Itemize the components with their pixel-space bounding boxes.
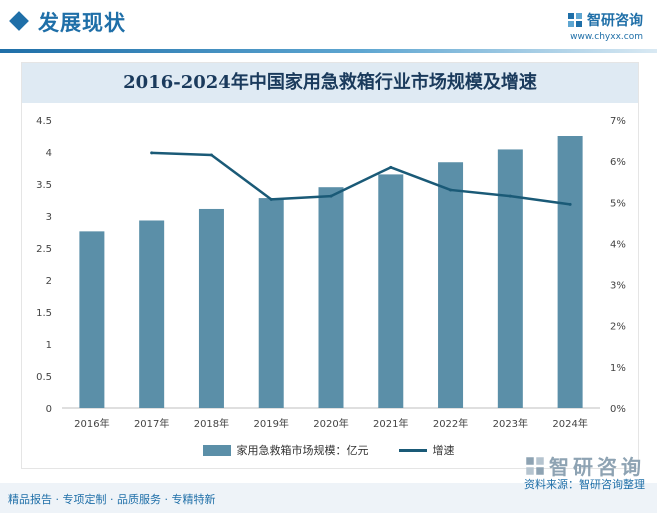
chart-plot: 0 0.5 1 1.5 2 2.5 3 3.5 4 4.5 0% 1% 2% 3% 4% 5% 6% 7% 2016… <box>36 116 626 430</box>
footer-source: 资料来源：智研咨询整理 <box>524 478 645 491</box>
brand-url: www.chyxx.com <box>570 32 643 42</box>
x-axis-tick-label: 2017年 <box>134 417 169 430</box>
footer-brand-name: 智研咨询 <box>549 455 645 479</box>
growth-point <box>389 165 393 169</box>
x-axis-tick-label: 2023年 <box>493 417 528 430</box>
page-header: 发展现状 智研咨询 www.chyxx.com <box>0 0 657 53</box>
section-title: 发展现状 <box>38 11 126 35</box>
left-axis-tick-label: 1.5 <box>36 308 52 319</box>
x-axis-tick-label: 2019年 <box>253 417 288 430</box>
right-axis-tick-label: 2% <box>610 322 626 333</box>
bar <box>318 187 344 408</box>
left-axis-tick-label: 4.5 <box>36 116 52 127</box>
footer-tagline: 精品报告 · 专项定制 · 品质服务 · 专精特新 <box>8 493 216 506</box>
bar <box>198 208 224 408</box>
bar <box>438 162 464 408</box>
footer-brand: 智研咨询 <box>525 451 645 480</box>
bar <box>378 174 404 408</box>
right-axis-tick-label: 4% <box>610 239 626 250</box>
x-axis-tick-label: 2021年 <box>373 417 408 430</box>
x-axis-tick-label: 2022年 <box>433 417 468 430</box>
x-axis-tick-label: 2018年 <box>194 417 229 430</box>
growth-point <box>150 151 154 155</box>
legend-label-bar: 家用急救箱市场规模：亿元 <box>236 444 369 457</box>
legend-item-bar: 家用急救箱市场规模：亿元 <box>202 442 369 458</box>
bar <box>497 149 523 408</box>
bar <box>79 231 105 408</box>
page-footer: 精品报告 · 专项定制 · 品质服务 · 专精特新 <box>0 483 657 513</box>
chart-legend: 家用急救箱市场规模：亿元 增速 <box>0 442 657 458</box>
right-axis-tick-label: 1% <box>610 363 626 374</box>
header-divider <box>0 49 657 53</box>
growth-point <box>209 153 213 157</box>
growth-point <box>449 188 453 192</box>
right-axis-tick-label: 7% <box>610 116 626 127</box>
left-axis-tick-label: 2.5 <box>36 244 52 255</box>
growth-point <box>568 202 572 206</box>
legend-swatch-line <box>398 448 427 452</box>
x-axis-tick-label: 2020年 <box>313 417 348 430</box>
growth-point <box>329 194 333 198</box>
legend-swatch-bar <box>202 444 231 456</box>
left-axis-tick-label: 3.5 <box>36 180 52 191</box>
right-axis-tick-label: 6% <box>610 157 626 168</box>
left-axis-tick-label: 4 <box>46 148 52 159</box>
chart-title: 2016-2024年中国家用急救箱行业市场规模及增速 <box>123 72 537 93</box>
left-axis-tick-label: 0 <box>46 404 52 415</box>
bar <box>557 136 583 408</box>
left-axis-tick-label: 2 <box>46 276 52 287</box>
bar <box>258 198 284 408</box>
brand-block: 智研咨询 www.chyxx.com <box>567 10 643 42</box>
growth-line <box>151 151 571 206</box>
x-axis-tick-label: 2024年 <box>552 417 587 430</box>
growth-point <box>508 194 512 198</box>
brand-name: 智研咨询 <box>587 13 643 29</box>
right-axis-tick-label: 5% <box>610 198 626 209</box>
footer-logo-icon <box>526 456 544 475</box>
legend-label-line: 增速 <box>432 444 455 457</box>
right-axis-tick-label: 3% <box>610 281 626 292</box>
x-axis-tick-label: 2016年 <box>74 417 109 430</box>
left-axis-tick-label: 1 <box>46 340 52 351</box>
left-axis-tick-label: 3 <box>46 212 52 223</box>
right-axis-tick-label: 0% <box>610 404 626 415</box>
legend-item-line: 增速 <box>398 442 455 458</box>
bar <box>139 220 165 408</box>
brand-logo-icon <box>568 13 582 27</box>
left-axis-tick-label: 0.5 <box>36 372 52 383</box>
growth-point <box>269 197 273 201</box>
chart-title-bar <box>22 63 638 103</box>
